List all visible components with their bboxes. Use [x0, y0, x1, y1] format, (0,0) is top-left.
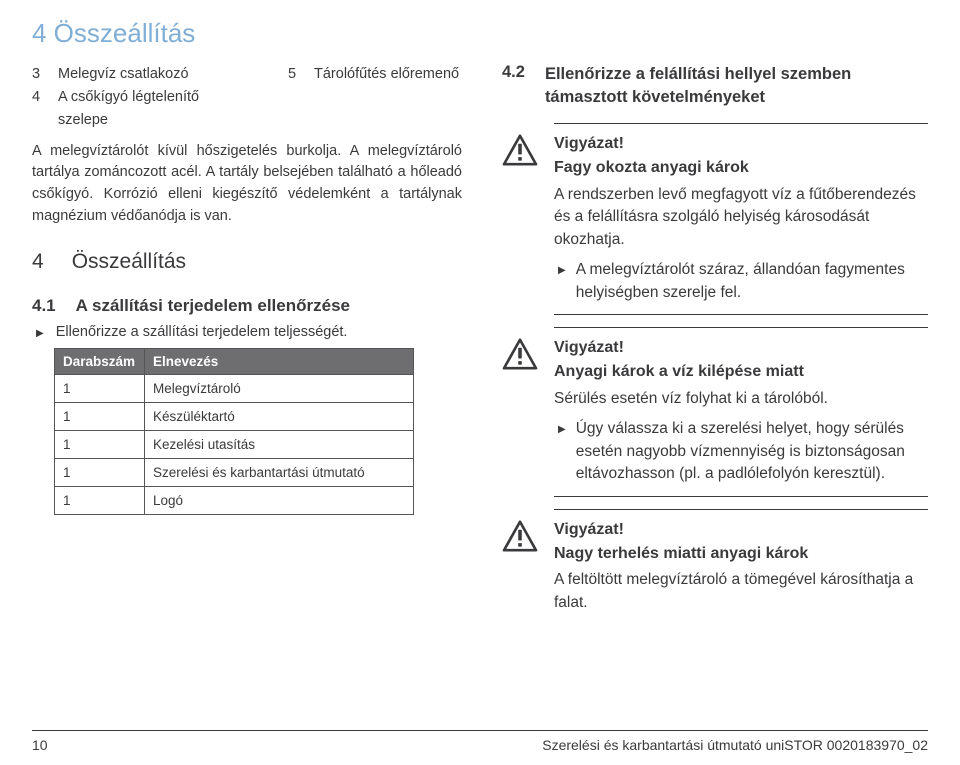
caution-bullet: ▶ Úgy válassza ki a szerelési helyet, ho…: [554, 418, 928, 485]
page-title: 4 Összeállítás: [32, 18, 928, 49]
caution-title: Vigyázat!: [554, 336, 928, 359]
divider: [554, 327, 928, 328]
right-column: 4.2 Ellenőrizze a felállítási hellyel sz…: [502, 63, 928, 624]
caution-text: A rendszerben levő megfagyott víz a fűtő…: [554, 184, 928, 251]
subsection-number: 4.1: [32, 296, 56, 316]
caution-icon: [502, 134, 538, 166]
caution-bullet-text: A melegvíztárolót száraz, állandóan fagy…: [576, 259, 928, 304]
divider: [554, 496, 928, 497]
subsection-number: 4.2: [502, 63, 525, 109]
document-title: Szerelési és karbantartási útmutató uniS…: [542, 737, 928, 753]
section-number: 4: [32, 250, 44, 274]
table-row: 1Melegvíztároló: [55, 374, 414, 402]
bullet-item: ▶ Ellenőrizze a szállítási terjedelem te…: [36, 324, 462, 340]
caution-subtitle: Fagy okozta anyagi károk: [554, 157, 928, 179]
list-text: Melegvíz csatlakozó: [58, 63, 228, 86]
page-footer: 10 Szerelési és karbantartási útmutató u…: [32, 730, 928, 753]
divider: [554, 509, 928, 510]
delivery-scope-table: Darabszám Elnevezés 1Melegvíztároló 1Kés…: [54, 348, 414, 515]
paragraph: A melegvíztárolót kívül hőszigetelés bur…: [32, 141, 462, 228]
caution-title: Vigyázat!: [554, 132, 928, 155]
caution-block: Vigyázat! Fagy okozta anyagi károk A ren…: [502, 132, 928, 304]
triangle-bullet-icon: ▶: [36, 328, 44, 340]
caution-text: Sérülés esetén víz folyhat ki a tárolóbó…: [554, 388, 928, 410]
caution-subtitle: Nagy terhelés miatti anyagi károk: [554, 543, 928, 565]
subsection-title: Ellenőrizze a felállítási hellyel szembe…: [545, 63, 928, 109]
list-text: A csőkígyó légtelenítő szelepe: [58, 86, 228, 132]
caution-block: Vigyázat! Nagy terhelés miatti anyagi ká…: [502, 518, 928, 615]
caution-icon: [502, 520, 538, 552]
triangle-bullet-icon: ▶: [558, 423, 566, 485]
table-row: 1Készüléktartó: [55, 402, 414, 430]
caution-icon: [502, 338, 538, 370]
table-row: 1Logó: [55, 486, 414, 514]
caution-title: Vigyázat!: [554, 518, 928, 541]
table-row: 1Szerelési és karbantartási útmutató: [55, 458, 414, 486]
caution-subtitle: Anyagi károk a víz kilépése miatt: [554, 361, 928, 383]
triangle-bullet-icon: ▶: [558, 264, 566, 304]
table-header: Darabszám: [55, 348, 145, 374]
table-row: 1Kezelési utasítás: [55, 430, 414, 458]
subsection-heading-4-2: 4.2 Ellenőrizze a felállítási hellyel sz…: [502, 63, 928, 109]
table-header: Elnevezés: [145, 348, 414, 374]
divider: [554, 123, 928, 124]
divider: [554, 314, 928, 315]
component-list: 3 Melegvíz csatlakozó 4 A csőkígyó légtele…: [32, 63, 462, 133]
subsection-heading-4-1: 4.1 A szállítási terjedelem ellenőrzése: [32, 296, 462, 316]
section-title: Összeállítás: [72, 250, 186, 274]
list-text: Tárolófűtés előremenő: [314, 63, 484, 86]
list-num: 4: [32, 86, 44, 132]
left-column: 3 Melegvíz csatlakozó 4 A csőkígyó légtele…: [32, 63, 462, 624]
subsection-title: A szállítási terjedelem ellenőrzése: [76, 296, 350, 316]
list-num: 5: [288, 63, 300, 86]
page-number: 10: [32, 737, 48, 753]
caution-block: Vigyázat! Anyagi károk a víz kilépése mi…: [502, 336, 928, 485]
bullet-text: Ellenőrizze a szállítási terjedelem telj…: [56, 324, 348, 340]
caution-bullet: ▶ A melegvíztárolót száraz, állandóan fa…: [554, 259, 928, 304]
caution-text: A feltöltött melegvíztároló a tömegével …: [554, 569, 928, 614]
section-heading-4: 4 Összeállítás: [32, 250, 462, 274]
caution-bullet-text: Úgy válassza ki a szerelési helyet, hogy…: [576, 418, 928, 485]
list-num: 3: [32, 63, 44, 86]
